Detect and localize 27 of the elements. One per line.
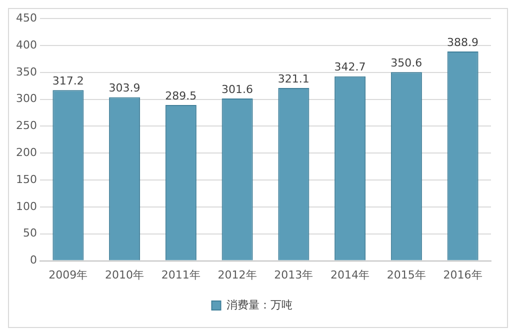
x-tick-label: 2015年 [386,268,426,282]
y-tick-label: 50 [22,226,37,240]
data-label: 303.9 [108,82,140,95]
x-tick-label: 2012年 [218,268,257,282]
data-label: 317.2 [52,74,84,88]
data-label: 342.7 [334,60,366,74]
y-tick-label: 200 [16,146,37,160]
data-label: 321.1 [278,72,310,86]
y-tick-label: 0 [30,254,37,267]
x-tick-label: 2013年 [274,268,314,282]
data-label: 388.9 [447,36,479,49]
y-tick-label: 450 [16,11,37,24]
x-tick-label: 2010年 [105,268,144,282]
data-label: 289.5 [165,89,197,102]
y-tick-label: 300 [16,92,37,106]
x-tick-label: 2014年 [330,268,370,282]
y-tick-label: 250 [16,119,37,132]
data-label: 301.6 [222,82,254,96]
x-tick-label: 2009年 [48,268,88,282]
data-label: 350.6 [390,56,422,70]
y-tick-label: 150 [16,172,37,186]
y-tick-label: 400 [16,38,37,52]
x-tick-label: 2016年 [443,268,482,282]
y-tick-label: 100 [16,200,37,213]
legend-label: 消费量：万吨 [226,298,292,312]
y-tick-label: 350 [16,65,37,78]
x-tick-label: 2011年 [161,268,200,282]
